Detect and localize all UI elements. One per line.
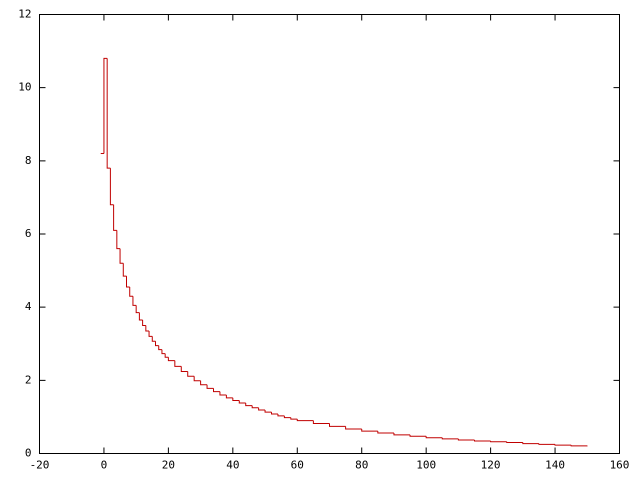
step-segment — [277, 413, 285, 417]
step-segment — [506, 441, 523, 444]
step-segment — [238, 400, 246, 404]
step-segment — [151, 336, 156, 342]
step-segment — [441, 437, 459, 440]
step-segment — [409, 434, 427, 437]
step-segment — [225, 394, 233, 399]
x-tick-label: 0 — [101, 459, 108, 472]
step-segment — [393, 433, 411, 436]
y-tick-label: 6 — [25, 227, 32, 240]
step-segment — [538, 443, 556, 445]
step-segment — [161, 349, 166, 355]
step-segment — [312, 420, 330, 425]
step-segment — [135, 305, 140, 314]
step-segment — [158, 345, 162, 351]
step-segment — [142, 319, 146, 326]
step-segment — [145, 325, 150, 332]
step-segment — [174, 360, 182, 367]
step-segment — [474, 439, 491, 442]
step-segment — [522, 442, 539, 445]
step-segment — [271, 412, 278, 415]
step-segment — [290, 417, 298, 420]
step-segment — [219, 391, 227, 396]
y-tick-label: 4 — [25, 300, 32, 313]
y-tick-label: 0 — [25, 447, 32, 460]
y-tick-label: 12 — [18, 8, 31, 21]
x-tick-label: 140 — [545, 459, 565, 472]
step-segment — [109, 168, 114, 206]
step-segment — [377, 431, 394, 434]
x-tick-label: 80 — [355, 459, 368, 472]
step-segment — [213, 388, 220, 393]
y-tick-label: 8 — [25, 154, 32, 167]
step-segment — [116, 230, 121, 250]
step-segment — [148, 330, 153, 337]
step-segment — [200, 380, 208, 386]
step-segment — [126, 276, 130, 288]
y-tick-label: 10 — [18, 81, 31, 94]
step-segment — [554, 444, 572, 446]
x-tick-label: 100 — [416, 459, 436, 472]
x-tick-label: 120 — [481, 459, 501, 472]
step-segment — [232, 397, 240, 401]
step-segment — [425, 436, 443, 439]
y-tick-label: 2 — [25, 373, 32, 386]
step-segment — [193, 376, 201, 382]
step-segment — [361, 428, 378, 432]
step-segment — [122, 263, 127, 277]
step-segment — [345, 426, 362, 430]
step-segment — [245, 403, 253, 407]
step-segment — [187, 371, 195, 377]
x-tick-label: 20 — [162, 459, 175, 472]
step-segment — [155, 341, 159, 347]
x-tick-label: -20 — [30, 459, 50, 472]
step-segment — [490, 441, 507, 443]
plot-border — [39, 14, 620, 454]
x-tick-label: 60 — [291, 459, 304, 472]
step-segment — [167, 357, 175, 362]
step-segment — [103, 57, 108, 154]
step-segment — [570, 445, 588, 447]
step-segment — [296, 419, 314, 422]
step-segment — [138, 312, 143, 321]
step-segment — [180, 366, 188, 373]
step-segment — [164, 353, 169, 358]
step-segment — [258, 407, 266, 411]
step-segment — [113, 204, 117, 231]
x-tick-label: 160 — [610, 459, 630, 472]
step-segment — [132, 296, 137, 306]
step-segment — [106, 58, 111, 169]
step-segment — [119, 248, 124, 264]
x-tick-label: 40 — [226, 459, 239, 472]
step-segment — [251, 405, 259, 409]
step-segment — [283, 415, 291, 419]
step-segment — [329, 423, 346, 427]
step-segment — [264, 409, 272, 413]
step-segment — [206, 384, 214, 389]
step-segment — [457, 438, 475, 441]
step-segment — [129, 287, 133, 297]
